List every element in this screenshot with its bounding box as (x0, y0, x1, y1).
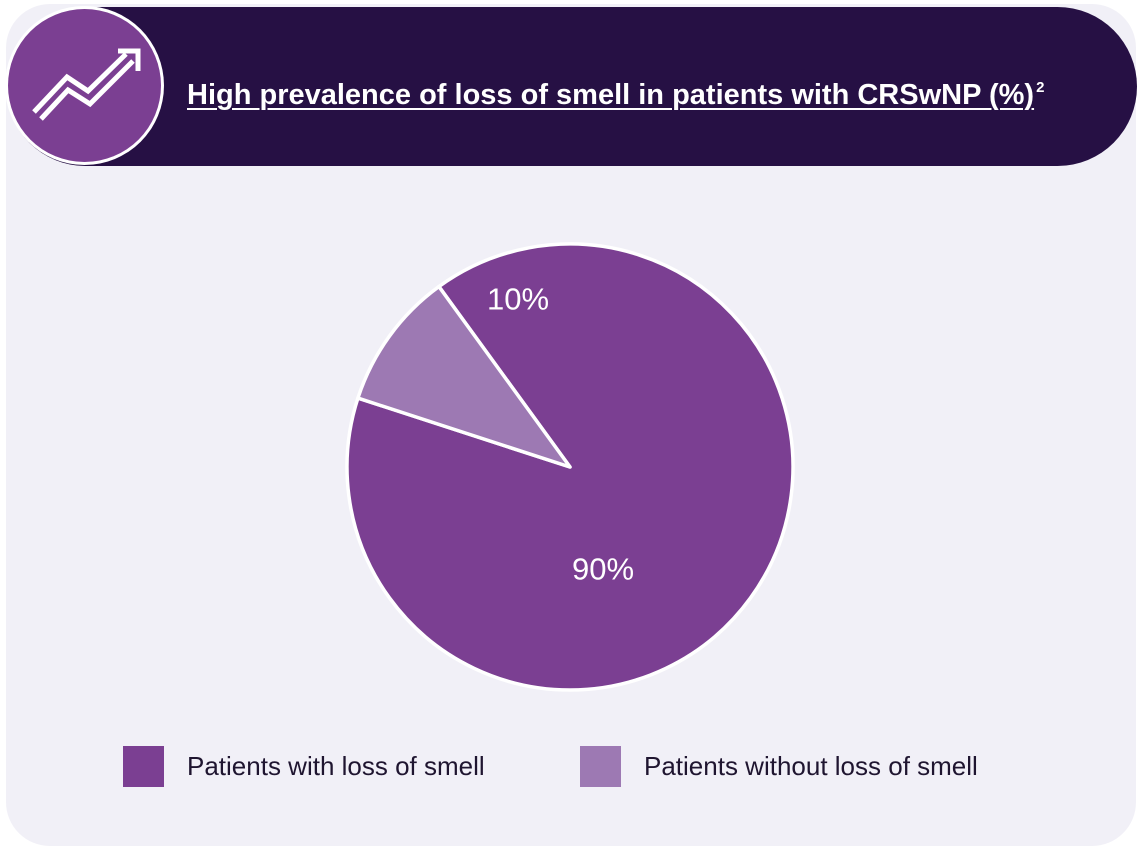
legend-item-with-loss: Patients with loss of smell (123, 746, 485, 787)
pie-slice-without-loss (356, 284, 572, 469)
trending-up-arrow-icon (32, 48, 141, 121)
pie-group: 90% 10% (345, 242, 795, 692)
chart-title: High prevalence of loss of smell in pati… (187, 68, 1045, 111)
trend-icon-badge (8, 9, 161, 162)
legend-label-without-loss: Patients without loss of smell (644, 751, 978, 781)
legend-swatch-without-loss (580, 746, 621, 787)
data-label-with-loss: 90% (572, 552, 634, 587)
data-label-without-loss: 10% (487, 282, 549, 317)
chart-title-text: High prevalence of loss of smell in pati… (187, 79, 1035, 111)
header-bar (6, 7, 1137, 166)
legend-item-without-loss: Patients without loss of smell (580, 746, 978, 787)
legend-label-with-loss: Patients with loss of smell (187, 751, 485, 781)
legend-swatch-with-loss (123, 746, 164, 787)
title-reference-superscript: 2 (1036, 79, 1045, 96)
